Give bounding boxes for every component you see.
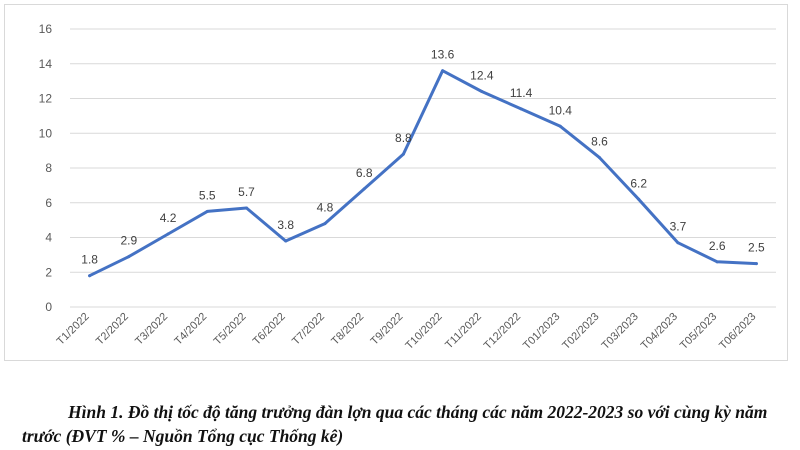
data-point bbox=[519, 107, 523, 111]
data-label: 8.8 bbox=[395, 131, 412, 145]
data-label: 4.2 bbox=[160, 211, 177, 225]
y-tick-label: 10 bbox=[39, 126, 53, 140]
y-tick-label: 0 bbox=[45, 300, 52, 314]
data-label: 2.6 bbox=[709, 239, 726, 253]
data-point bbox=[166, 232, 170, 236]
data-label: 2.5 bbox=[748, 241, 765, 255]
data-label: 3.7 bbox=[670, 220, 687, 234]
x-tick-label: T4/2022 bbox=[172, 311, 209, 348]
data-label: 10.4 bbox=[549, 103, 573, 117]
data-label: 6.8 bbox=[356, 166, 373, 180]
x-tick-label: T1/2022 bbox=[55, 311, 92, 348]
x-tick-label: T8/2022 bbox=[329, 311, 366, 348]
data-point bbox=[676, 241, 680, 245]
data-label: 12.4 bbox=[470, 69, 494, 83]
x-tick-label: T6/2022 bbox=[251, 311, 288, 348]
x-tick-label: T12/2022 bbox=[482, 311, 523, 352]
data-point bbox=[127, 255, 131, 259]
x-tick-label: T10/2022 bbox=[403, 311, 444, 352]
x-tick-label: T5/2022 bbox=[212, 311, 249, 348]
x-tick-label: T7/2022 bbox=[290, 311, 327, 348]
data-point bbox=[754, 262, 758, 266]
y-tick-label: 4 bbox=[45, 231, 52, 245]
data-point bbox=[480, 90, 484, 94]
x-tick-label: T2/2022 bbox=[94, 311, 131, 348]
x-tick-label: T03/2023 bbox=[599, 311, 640, 352]
data-point bbox=[245, 206, 248, 210]
x-tick-label: T11/2022 bbox=[443, 311, 484, 352]
chart-frame: 0 2 4 6 8 10 12 14 16 1.8 2.9 4.2 5.5 5.7 3.8 4.8 6.8 8.8… bbox=[4, 4, 788, 361]
data-label: 2.9 bbox=[120, 234, 137, 248]
x-tick-label: T02/2023 bbox=[560, 311, 601, 352]
data-point bbox=[323, 222, 327, 226]
data-label: 3.8 bbox=[277, 218, 294, 232]
y-tick-label: 6 bbox=[45, 196, 52, 210]
data-point bbox=[441, 69, 445, 73]
data-label: 6.2 bbox=[630, 176, 647, 190]
data-point bbox=[401, 152, 405, 156]
data-label: 5.7 bbox=[238, 185, 255, 199]
data-point bbox=[362, 187, 366, 191]
line-chart: 0 2 4 6 8 10 12 14 16 1.8 2.9 4.2 5.5 5.7 3.8 4.8 6.8 8.8… bbox=[39, 22, 776, 352]
data-point bbox=[205, 209, 209, 213]
y-tick-label: 8 bbox=[45, 161, 52, 175]
x-tick-label: T06/2023 bbox=[717, 311, 758, 352]
data-label: 5.5 bbox=[199, 188, 216, 202]
data-label: 8.6 bbox=[591, 135, 608, 149]
data-point bbox=[715, 260, 719, 264]
data-label: 11.4 bbox=[510, 86, 533, 100]
data-label: 4.8 bbox=[317, 201, 334, 215]
data-point bbox=[598, 156, 601, 160]
x-tick-label: T01/2023 bbox=[521, 311, 562, 352]
x-tick-label: T04/2023 bbox=[639, 311, 680, 352]
figure-caption: Hình 1. Đồ thị tốc độ tăng trưởng đàn lợ… bbox=[22, 402, 768, 446]
x-tick-label: T9/2022 bbox=[368, 311, 405, 348]
data-label: 13.6 bbox=[431, 48, 455, 62]
data-point bbox=[284, 239, 288, 243]
data-point bbox=[558, 124, 562, 128]
y-tick-label: 16 bbox=[39, 22, 53, 36]
y-tick-label: 2 bbox=[45, 265, 52, 279]
y-tick-label: 14 bbox=[39, 57, 53, 71]
data-label: 1.8 bbox=[81, 253, 98, 267]
series-line bbox=[88, 69, 758, 278]
x-tick-label: T05/2023 bbox=[678, 311, 719, 352]
y-tick-label: 12 bbox=[39, 92, 53, 106]
data-point bbox=[88, 274, 92, 278]
x-tick-label: T3/2022 bbox=[133, 311, 170, 348]
data-point bbox=[637, 197, 641, 201]
